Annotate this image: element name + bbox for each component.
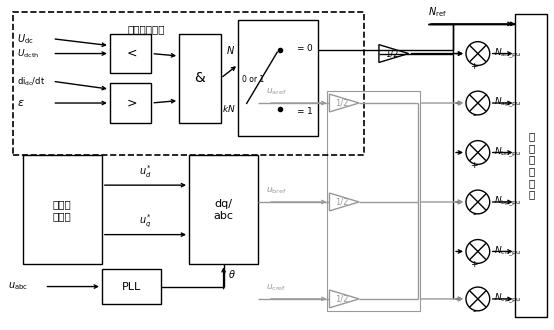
Text: $U_{\rm dcth}$: $U_{\rm dcth}$ (17, 47, 39, 60)
Text: 电
容
均
压
控
制: 电 容 均 压 控 制 (528, 131, 535, 199)
Text: $u_q^*$: $u_q^*$ (139, 212, 152, 230)
Text: $N_{\rm an\_pu}$: $N_{\rm an\_pu}$ (494, 46, 521, 61)
Text: $N$: $N$ (227, 44, 235, 55)
Text: $=1$: $=1$ (295, 106, 314, 116)
Text: +: + (470, 260, 478, 269)
FancyBboxPatch shape (238, 20, 317, 136)
Text: $=0$: $=0$ (295, 42, 314, 53)
Text: $N_{\rm bp\_pu}$: $N_{\rm bp\_pu}$ (494, 195, 521, 209)
Text: $u_{\rm cref}$: $u_{\rm cref}$ (266, 282, 286, 293)
Text: $<$: $<$ (124, 47, 137, 60)
Text: $u_{\rm aref}$: $u_{\rm aref}$ (266, 86, 286, 97)
Text: 1/2: 1/2 (335, 294, 348, 303)
FancyBboxPatch shape (110, 83, 151, 123)
Text: 内外环
控制器: 内外环 控制器 (53, 199, 71, 221)
Text: PLL: PLL (122, 281, 141, 292)
Text: $kN$: $kN$ (222, 104, 235, 115)
Text: 1/2: 1/2 (384, 49, 398, 58)
Text: $N_{\rm ap\_pu}$: $N_{\rm ap\_pu}$ (494, 96, 521, 110)
Text: 1/2: 1/2 (335, 99, 348, 108)
Text: $N_{\rm cp\_pu}$: $N_{\rm cp\_pu}$ (494, 292, 521, 306)
Text: dq/
abc: dq/ abc (214, 199, 234, 221)
Text: +: + (470, 161, 478, 170)
FancyBboxPatch shape (515, 14, 547, 317)
FancyBboxPatch shape (110, 34, 151, 73)
Text: -: - (473, 211, 476, 219)
Text: -: - (473, 308, 476, 316)
Text: $N_{\rm cn\_pu}$: $N_{\rm cn\_pu}$ (494, 244, 521, 259)
Text: $\rm di_{dc}/dt$: $\rm di_{dc}/dt$ (17, 75, 45, 87)
Text: $N_{\rm bn\_pu}$: $N_{\rm bn\_pu}$ (494, 145, 521, 160)
Text: $u_{\rm bref}$: $u_{\rm bref}$ (266, 185, 287, 196)
Text: 0 or 1: 0 or 1 (242, 75, 265, 84)
Text: $u_{\rm abc}$: $u_{\rm abc}$ (8, 280, 28, 292)
FancyBboxPatch shape (189, 155, 258, 264)
Text: $N_{\rm ref}$: $N_{\rm ref}$ (428, 5, 447, 19)
Text: +: + (470, 62, 478, 71)
Text: 主动限流控制: 主动限流控制 (127, 24, 165, 34)
Text: $U_{\rm dc}$: $U_{\rm dc}$ (17, 32, 34, 46)
FancyBboxPatch shape (23, 155, 102, 264)
Text: -: - (473, 112, 476, 120)
FancyBboxPatch shape (179, 34, 220, 123)
Text: $\varepsilon$: $\varepsilon$ (17, 98, 24, 108)
Text: &: & (194, 71, 205, 85)
FancyBboxPatch shape (102, 269, 161, 304)
Text: 1/2: 1/2 (335, 197, 348, 207)
Text: $>$: $>$ (124, 96, 137, 110)
Text: $\theta$: $\theta$ (228, 268, 235, 280)
Text: $u_d^*$: $u_d^*$ (139, 163, 152, 180)
